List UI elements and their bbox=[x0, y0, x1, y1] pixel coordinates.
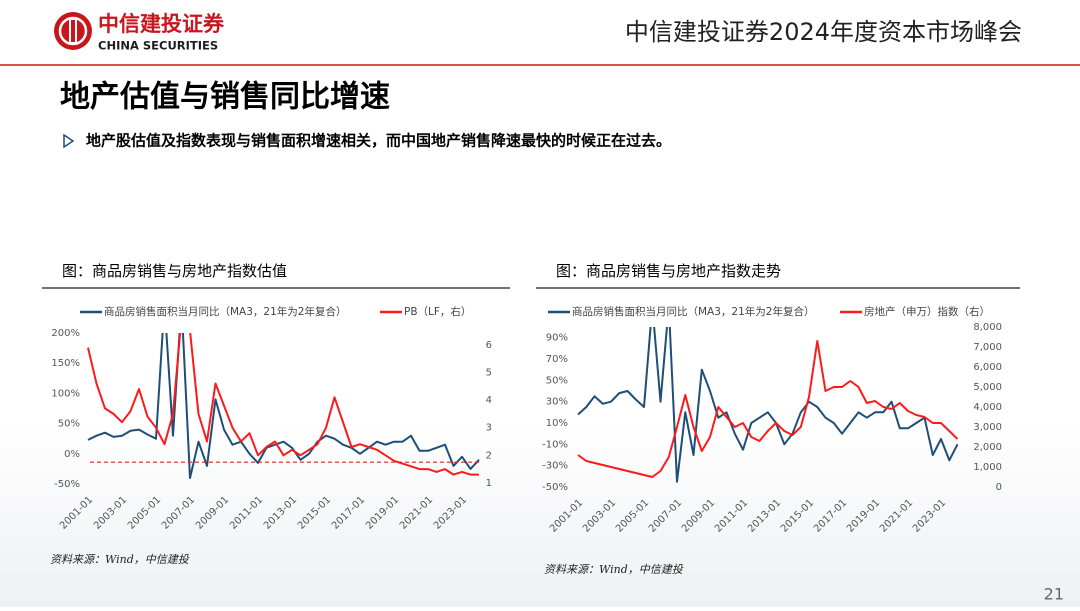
bullet-icon bbox=[63, 133, 75, 149]
y2-tick-label: 3,000 bbox=[973, 422, 1002, 433]
chart-title: 图：商品房销售与房地产指数走势 bbox=[556, 262, 781, 280]
chart-source: 资料来源：Wind，中信建投 bbox=[544, 563, 684, 576]
x-tick-label: 2015-01 bbox=[779, 497, 816, 534]
legend-label: 商品房销售面积当月同比（MA3，21年为2年复合） bbox=[572, 305, 814, 318]
x-tick-label: 2015-01 bbox=[296, 494, 333, 531]
y-tick-label: 200% bbox=[51, 328, 80, 339]
logo-en: CHINA SECURITIES bbox=[98, 39, 218, 53]
x-tick-label: 2009-01 bbox=[680, 497, 717, 534]
legend-label: PB（LF，右） bbox=[404, 305, 471, 318]
x-tick-label: 2021-01 bbox=[878, 497, 915, 534]
y-tick-label: 10% bbox=[546, 418, 568, 429]
y2-tick-label: 2,000 bbox=[973, 442, 1002, 453]
y2-tick-label: 2 bbox=[486, 450, 492, 461]
y-tick-label: 150% bbox=[51, 358, 80, 369]
x-tick-label: 2013-01 bbox=[262, 494, 299, 531]
y-tick-label: 50% bbox=[546, 375, 568, 386]
x-tick-label: 2023-01 bbox=[432, 494, 469, 531]
series-line bbox=[577, 340, 959, 478]
series-line bbox=[577, 327, 959, 483]
y-tick-label: -50% bbox=[54, 479, 80, 490]
x-tick-label: 2017-01 bbox=[812, 497, 849, 534]
legend-label: 商品房销售面积当月同比（MA3，21年为2年复合） bbox=[104, 305, 346, 318]
y2-tick-label: 5 bbox=[486, 367, 492, 378]
y-tick-label: -30% bbox=[542, 461, 568, 472]
y-tick-label: 100% bbox=[51, 388, 80, 399]
x-tick-label: 2011-01 bbox=[713, 497, 750, 534]
y-tick-label: 90% bbox=[546, 333, 568, 344]
legend-label: 房地产（申万）指数（右） bbox=[864, 305, 990, 318]
x-tick-label: 2005-01 bbox=[614, 497, 651, 534]
y2-tick-label: 4,000 bbox=[973, 402, 1002, 413]
x-tick-label: 2005-01 bbox=[126, 494, 163, 531]
x-tick-label: 2001-01 bbox=[58, 494, 95, 531]
x-tick-label: 2003-01 bbox=[581, 497, 618, 534]
x-tick-label: 2007-01 bbox=[160, 494, 197, 531]
slide-title: 地产估值与销售同比增速 bbox=[60, 80, 390, 115]
y2-tick-label: 5,000 bbox=[973, 382, 1002, 393]
x-tick-label: 2023-01 bbox=[911, 497, 948, 534]
y2-tick-label: 6,000 bbox=[973, 362, 1002, 373]
y2-tick-label: 3 bbox=[486, 423, 492, 434]
x-tick-label: 2019-01 bbox=[845, 497, 882, 534]
x-tick-label: 2013-01 bbox=[746, 497, 783, 534]
x-tick-label: 2003-01 bbox=[92, 494, 129, 531]
y-tick-label: 50% bbox=[58, 419, 80, 430]
chart-source: 资料来源：Wind，中信建投 bbox=[50, 553, 190, 566]
x-tick-label: 2011-01 bbox=[228, 494, 265, 531]
x-tick-label: 2017-01 bbox=[330, 494, 367, 531]
x-tick-label: 2019-01 bbox=[364, 494, 401, 531]
y-tick-label: -50% bbox=[542, 482, 568, 493]
y-tick-label: -10% bbox=[542, 439, 568, 450]
y-tick-label: 0% bbox=[64, 449, 80, 460]
logo bbox=[54, 12, 92, 50]
y-tick-label: 70% bbox=[546, 354, 568, 365]
y2-tick-label: 1 bbox=[486, 478, 492, 489]
x-tick-label: 2001-01 bbox=[548, 497, 585, 534]
x-tick-label: 2021-01 bbox=[398, 494, 435, 531]
y2-tick-label: 8,000 bbox=[973, 322, 1002, 333]
y2-tick-label: 6 bbox=[486, 340, 492, 351]
chart-title: 图：商品房销售与房地产指数估值 bbox=[62, 262, 287, 280]
y2-tick-label: 4 bbox=[486, 395, 492, 406]
event-title: 中信建投证券2024年度资本市场峰会 bbox=[625, 18, 1022, 46]
page-number: 21 bbox=[1044, 585, 1064, 604]
logo-cn: 中信建投证券 bbox=[98, 12, 225, 36]
series-line bbox=[87, 333, 479, 476]
bullet-text: 地产股估值及指数表现与销售面积增速相关，而中国地产销售降速最快的时候正在过去。 bbox=[86, 132, 671, 150]
y-tick-label: 30% bbox=[546, 397, 568, 408]
x-tick-label: 2009-01 bbox=[194, 494, 231, 531]
x-tick-label: 2007-01 bbox=[647, 497, 684, 534]
series-line bbox=[87, 333, 480, 479]
y2-tick-label: 7,000 bbox=[973, 342, 1002, 353]
y2-tick-label: 1,000 bbox=[973, 462, 1002, 473]
y2-tick-label: 0 bbox=[996, 482, 1002, 493]
